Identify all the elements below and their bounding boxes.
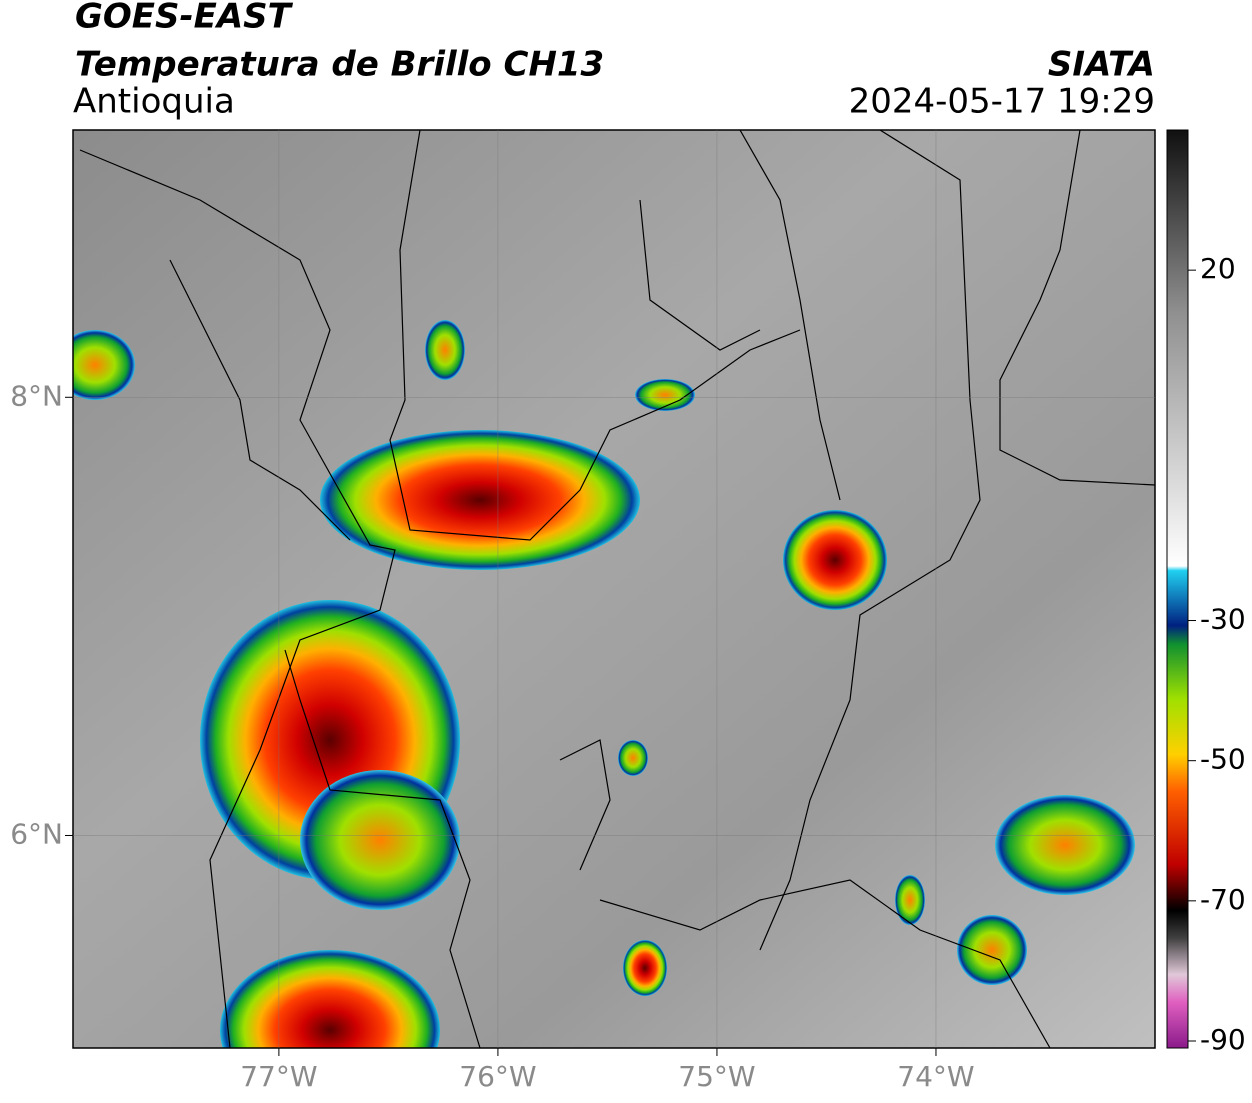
map-frame [72, 129, 1156, 1049]
datetime-label: 2024-05-17 19:29 [849, 82, 1155, 122]
product-title: Temperatura de Brillo CH13 [75, 45, 604, 85]
region-label: Antioquia [73, 82, 235, 122]
x-tick-label: 74°W [897, 1060, 974, 1093]
satellite-title: GOES-EAST [75, 0, 294, 37]
colorbar [1166, 129, 1189, 1049]
colorbar-tick-label: 20 [1200, 252, 1236, 285]
source-label: SIATA [1048, 45, 1155, 85]
x-tick-label: 76°W [459, 1060, 536, 1093]
y-tick-label: 8°N [10, 379, 63, 412]
colorbar-tick-label: -50 [1200, 743, 1246, 776]
y-tick-label: 6°N [10, 817, 63, 850]
colorbar-tick-label: -90 [1200, 1023, 1246, 1056]
satellite-image [73, 130, 1155, 1048]
colorbar-tick-label: -70 [1200, 883, 1246, 916]
x-tick-label: 75°W [678, 1060, 755, 1093]
colorbar-tick-label: -30 [1200, 603, 1246, 636]
x-tick-label: 77°W [240, 1060, 317, 1093]
